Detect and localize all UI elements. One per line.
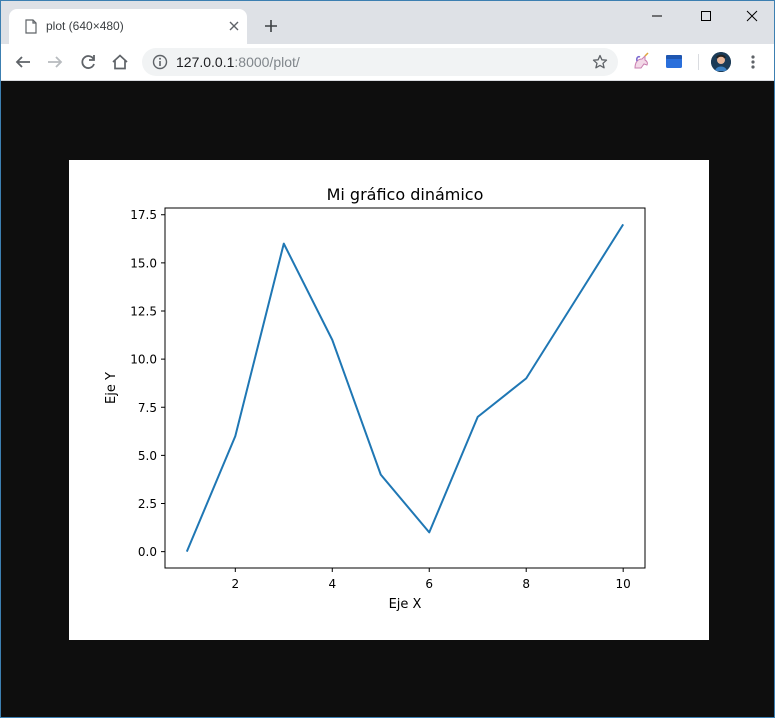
- maximize-icon[interactable]: [695, 7, 717, 25]
- x-tick-label: 6: [425, 577, 433, 591]
- plot-frame: [164, 207, 646, 569]
- title-bar: plot (640×480): [1, 1, 774, 44]
- plus-icon[interactable]: [263, 18, 279, 34]
- info-icon[interactable]: [152, 54, 168, 70]
- y-tick-label: 0.0: [138, 545, 157, 559]
- kebab-menu-icon[interactable]: [747, 53, 759, 71]
- close-icon[interactable]: [227, 19, 241, 33]
- profile-picture: [711, 52, 731, 72]
- home-icon[interactable]: [111, 53, 129, 71]
- chart-series: [185, 223, 625, 553]
- tab-title: plot (640×480): [46, 19, 124, 33]
- url-text[interactable]: 127.0.0.1:8000/plot/: [176, 54, 300, 70]
- y-tick-label: 12.5: [130, 304, 157, 318]
- url-host: 127.0.0.1: [176, 54, 235, 70]
- x-tick-label: 8: [522, 577, 530, 591]
- page-icon: [25, 19, 37, 34]
- window-close-icon[interactable]: [741, 7, 763, 25]
- address-bar[interactable]: 127.0.0.1:8000/plot/: [142, 48, 618, 76]
- star-icon[interactable]: [592, 54, 608, 70]
- unicorn-extension-icon[interactable]: [631, 52, 651, 72]
- axis-ticks: 2 4 6 8 10 0.0 2.5 5.0 7.5 10.0 12.5 15.0 17.5: [130, 208, 631, 591]
- y-axis-label: Eje Y: [104, 372, 119, 404]
- url-path: :8000/plot/: [234, 54, 300, 70]
- back-arrow-icon[interactable]: [14, 53, 32, 71]
- x-axis-label: Eje X: [389, 597, 422, 612]
- y-tick-label: 10.0: [130, 353, 157, 367]
- browser-toolbar: 127.0.0.1:8000/plot/: [1, 44, 774, 81]
- y-tick-label: 15.0: [130, 256, 157, 270]
- line-chart: Mi gráfico dinámico Eje X Eje Y 2 4 6 8 10 0.…: [104, 185, 646, 612]
- minimize-icon[interactable]: [646, 7, 668, 25]
- browser-tab[interactable]: plot (640×480): [9, 9, 247, 44]
- avatar[interactable]: [711, 52, 731, 72]
- y-tick-label: 7.5: [138, 401, 157, 415]
- toolbar-separator: [698, 54, 699, 70]
- plot-image: Mi gráfico dinámico Eje X Eje Y 2 4 6 8 10 0.…: [69, 160, 709, 640]
- reload-icon[interactable]: [79, 53, 97, 71]
- x-tick-label: 10: [616, 577, 631, 591]
- forward-arrow-icon[interactable]: [46, 53, 64, 71]
- y-tick-label: 5.0: [138, 449, 157, 463]
- series-line: [185, 223, 625, 553]
- x-tick-label: 4: [328, 577, 336, 591]
- y-tick-label: 2.5: [138, 497, 157, 511]
- chart-title: Mi gráfico dinámico: [327, 185, 484, 204]
- folder-extension-icon[interactable]: [664, 52, 684, 72]
- y-tick-label: 17.5: [130, 208, 157, 222]
- x-tick-label: 2: [231, 577, 239, 591]
